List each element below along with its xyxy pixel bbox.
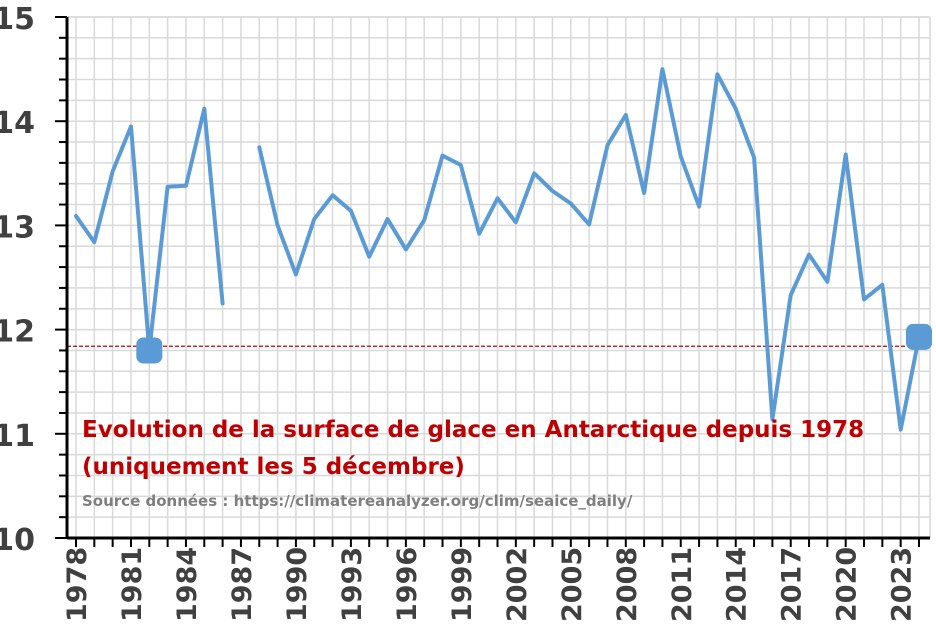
chart-title-line-2: (uniquement les 5 décembre) [82,454,465,480]
x-tick-label: 1996 [392,547,423,622]
x-tick-label: 1990 [282,547,313,622]
grid [67,16,930,539]
series-line-segment [257,67,921,432]
x-tick-label: 1987 [227,547,258,622]
highlight-points [136,323,932,364]
x-tick-label: 2002 [502,547,533,622]
y-tick-label: 13 [0,210,35,245]
x-tick-label: 2008 [612,547,643,622]
x-tick-label: 1978 [62,547,93,622]
plot-area [67,16,931,538]
x-tick-label: 2014 [722,547,753,622]
y-tick-label: 10 [0,523,35,558]
x-tick-label: 1999 [447,547,478,622]
x-tick-label: 1993 [337,547,368,622]
x-tick-label: 2017 [777,547,808,622]
source-caption: Source données : https://climatereanalyz… [82,492,633,510]
x-axis-ticks: 1978 1981 1984 1987 1990 1993 1996 1999 2002 2005… [62,538,920,622]
x-tick-label: 2005 [557,547,588,622]
y-axis-ticks: 10 11 12 13 14 15 [0,2,67,558]
y-tick-label: 14 [0,106,35,141]
y-tick-label: 15 [0,2,35,37]
y-tick-label: 12 [0,315,35,350]
x-tick-label: 2020 [832,547,863,622]
x-tick-label: 2011 [667,547,698,622]
x-tick-label: 1984 [172,547,203,622]
chart-title-line-1: Evolution de la surface de glace en Anta… [82,417,864,443]
x-tick-label: 1981 [117,547,148,622]
y-tick-label: 11 [0,419,35,454]
x-tick-label: 2023 [887,547,918,622]
highlight-point [136,337,163,364]
highlight-point [906,323,932,350]
